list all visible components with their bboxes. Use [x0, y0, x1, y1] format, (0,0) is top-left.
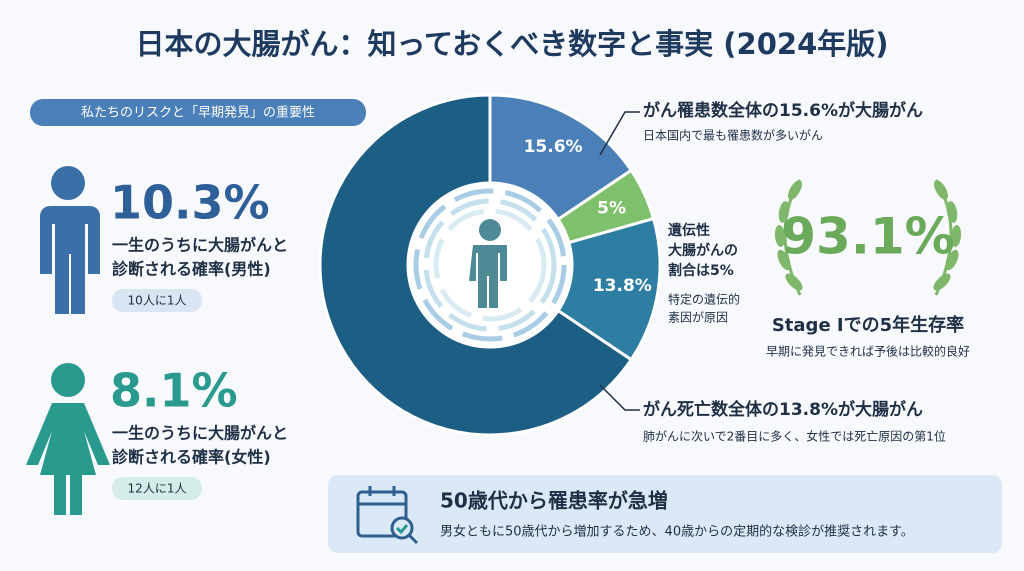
- callout-line: 遺伝性: [668, 222, 710, 239]
- banner: [328, 475, 1002, 553]
- callout-note: 日本国内で最も罹患数が多いがん: [643, 128, 823, 143]
- female-line: 診断される確率(女性): [112, 448, 271, 467]
- female-ratio: 12人に1人: [128, 482, 187, 496]
- callout-heading: がん罹患数全体の15.6%が大腸がん: [643, 100, 923, 121]
- male-rate: 10.3%: [110, 176, 270, 230]
- donut-slice: [318, 93, 634, 437]
- callout-line: 大腸がんの: [668, 242, 738, 259]
- male-line: 診断される確率(男性): [112, 260, 271, 279]
- slice-label: 13.8%: [593, 276, 652, 296]
- leader-line: [599, 111, 640, 156]
- swirl-ring: [413, 188, 567, 342]
- female-icon: [26, 363, 110, 515]
- leader-line: [599, 384, 640, 411]
- male-ratio: 10人に1人: [128, 294, 187, 308]
- person-body: [469, 245, 507, 308]
- donut-chart: 15.6% 5% 13.8%: [318, 93, 662, 437]
- calendar-icon: [356, 486, 419, 545]
- male-ratio-pill: [112, 289, 202, 312]
- female-ratio-pill: [112, 477, 202, 500]
- banner-text: 男女ともに50歳代から増加するため、40歳からの定期的な検診が推奨されます。: [440, 524, 914, 540]
- title: 日本の大腸がん：知っておくべき数字と事実 (2024年版): [136, 27, 889, 61]
- survival-label: Stage Iでの5年生存率: [772, 314, 964, 336]
- person-head: [479, 219, 501, 241]
- section-pill: [30, 99, 366, 126]
- banner-heading: 50歳代から罹患率が急増: [440, 489, 668, 513]
- laurel: [774, 179, 962, 296]
- swirl-ring: [423, 198, 557, 332]
- survival-note: 早期に発見できれば予後は比較的良好: [766, 344, 970, 359]
- callout-line: 割合は5%: [668, 262, 734, 279]
- callout-note: 素因が原因: [668, 310, 728, 325]
- slice-label: 5%: [597, 199, 626, 219]
- donut-slice: [488, 93, 634, 222]
- callout-note: 肺がんに次いで2番目に多く、女性では死亡原因の第1位: [643, 429, 946, 444]
- female-rate: 8.1%: [110, 364, 238, 418]
- section-heading: 私たちのリスクと「早期発見」の重要性: [81, 105, 315, 121]
- male-icon: [40, 166, 100, 314]
- slice-label: 15.6%: [524, 137, 583, 157]
- callout-note: 特定の遺伝的: [668, 292, 740, 307]
- survival-rate: 93.1%: [781, 208, 954, 266]
- callout-heading: がん死亡数全体の13.8%が大腸がん: [643, 399, 923, 420]
- female-line: 一生のうちに大腸がんと: [112, 424, 288, 443]
- swirl-ring: [433, 208, 547, 322]
- male-line: 一生のうちに大腸がんと: [112, 236, 288, 255]
